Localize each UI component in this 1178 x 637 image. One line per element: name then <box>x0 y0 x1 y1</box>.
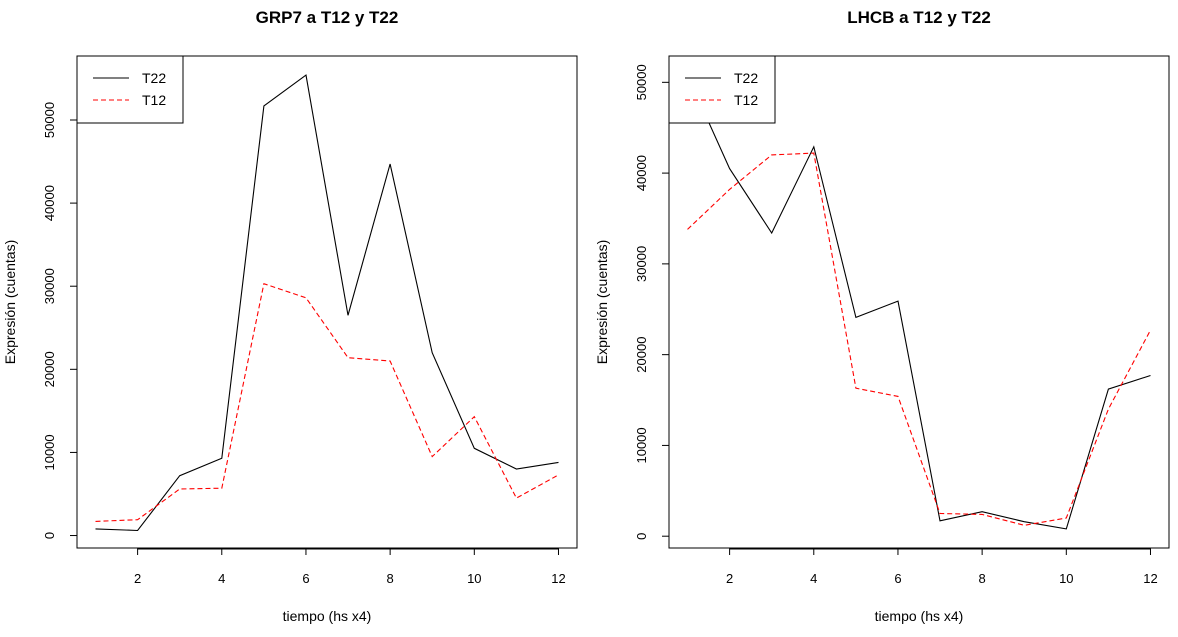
x-tick-label: 10 <box>467 571 481 586</box>
y-tick-label: 10000 <box>634 427 649 463</box>
series-line-t12 <box>687 152 1151 526</box>
y-tick-label: 50000 <box>634 64 649 100</box>
x-axis-title: tiempo (hs x4) <box>875 608 964 624</box>
x-axis-title: tiempo (hs x4) <box>283 608 372 624</box>
y-tick-label: 30000 <box>634 246 649 282</box>
legend-label: T22 <box>142 70 166 86</box>
x-tick-label: 6 <box>302 571 309 586</box>
y-axis-title: Expresión (cuentas) <box>2 240 18 365</box>
chart-title: GRP7 a T12 y T22 <box>256 8 399 27</box>
chart-panel-1: GRP7 a T12 y T22 2 4 6 8 10 12 0 10000 20000 30000… <box>2 8 578 624</box>
series-line-t12 <box>95 282 559 522</box>
x-tick-label: 8 <box>387 571 394 586</box>
x-tick-label: 10 <box>1059 571 1073 586</box>
y-tick-label: 10000 <box>42 434 57 470</box>
legend-box <box>76 55 184 124</box>
x-tick-label: 12 <box>1143 571 1157 586</box>
y-axis-title: Expresión (cuentas) <box>594 240 610 365</box>
x-tick-label: 12 <box>551 571 565 586</box>
x-tick-label: 2 <box>726 571 733 586</box>
x-tick-label: 6 <box>894 571 901 586</box>
y-tick-label: 20000 <box>634 337 649 373</box>
plot-frame <box>76 55 578 549</box>
x-tick-label: 4 <box>810 571 817 586</box>
y-tick-label: 40000 <box>42 185 57 221</box>
y-tick-label: 0 <box>634 533 649 540</box>
legend-box <box>668 55 776 124</box>
legend-label: T22 <box>734 70 758 86</box>
series-line-t22 <box>95 74 559 532</box>
legend-label: T12 <box>142 92 166 108</box>
chart-title: LHCB a T12 y T22 <box>847 8 991 27</box>
chart-panel-2: LHCB a T12 y T22 2 4 6 8 10 12 0 10000 20000 30000… <box>594 8 1170 624</box>
x-tick-label: 8 <box>979 571 986 586</box>
series-line-t22 <box>686 74 1151 530</box>
y-tick-label: 0 <box>42 532 57 539</box>
y-tick-label: 50000 <box>42 102 57 138</box>
y-tick-label: 40000 <box>634 155 649 191</box>
plot-frame <box>668 55 1170 549</box>
x-tick-label: 4 <box>218 571 225 586</box>
y-tick-label: 20000 <box>42 351 57 387</box>
x-tick-label: 2 <box>134 571 141 586</box>
legend-label: T12 <box>734 92 758 108</box>
y-tick-label: 30000 <box>42 268 57 304</box>
